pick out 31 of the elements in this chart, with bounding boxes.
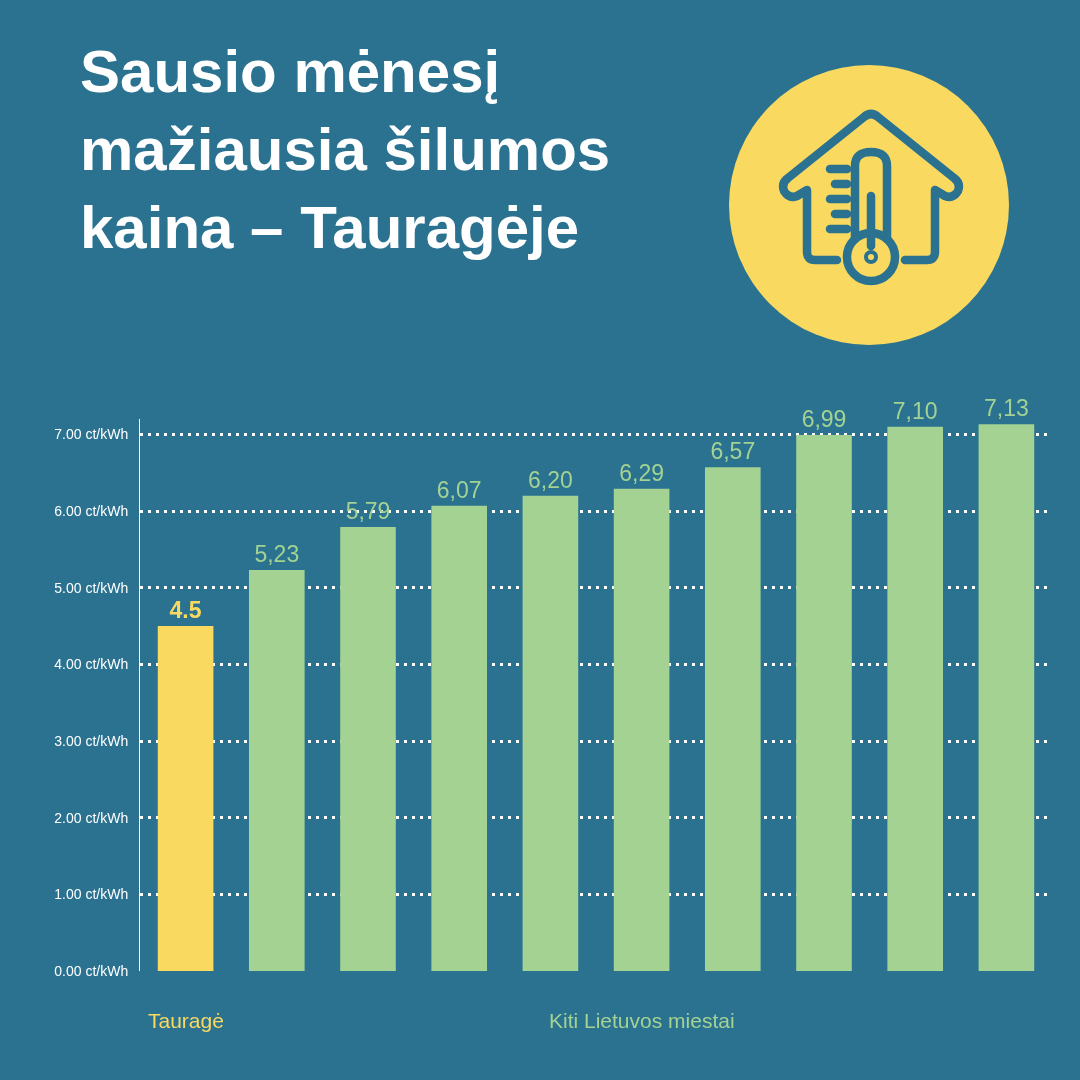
bar <box>248 570 305 971</box>
data-label: 6,99 <box>801 406 847 433</box>
series-label: Tauragė <box>148 1009 224 1032</box>
bar <box>522 495 579 971</box>
bar <box>978 424 1035 971</box>
bar <box>157 626 214 971</box>
data-label: 6,07 <box>436 476 482 503</box>
bar <box>613 488 670 971</box>
bar <box>887 426 944 971</box>
data-label: 6,57 <box>710 438 756 465</box>
chart-title: Sausio mėnesį mažiausia šilumos kaina – Tauragėje <box>80 38 611 261</box>
bar <box>431 505 488 971</box>
y-tick-label: 4.00 ct/kWh <box>54 656 129 673</box>
y-tick-label: 6.00 ct/kWh <box>54 502 129 519</box>
data-label: 4.5 <box>169 597 202 623</box>
data-label: 7,13 <box>984 395 1029 422</box>
y-tick-label: 5.00 ct/kWh <box>54 579 129 596</box>
data-label: 6,29 <box>619 459 664 486</box>
bar <box>704 467 761 971</box>
data-label: 7,10 <box>892 397 938 424</box>
series-label: Kiti Lietuvos miestai <box>549 1009 735 1032</box>
y-tick-label: 0.00 ct/kWh <box>54 962 129 979</box>
data-label: 6,20 <box>528 466 573 493</box>
y-tick-label: 2.00 ct/kWh <box>54 809 129 826</box>
data-label: 5,79 <box>345 498 391 525</box>
y-tick-label: 1.00 ct/kWh <box>54 886 129 903</box>
data-label: 5,23 <box>254 541 300 568</box>
bar <box>796 435 852 971</box>
bar <box>340 527 396 971</box>
y-tick-label: 3.00 ct/kWh <box>54 732 129 749</box>
y-tick-label: 7.00 ct/kWh <box>54 426 129 443</box>
